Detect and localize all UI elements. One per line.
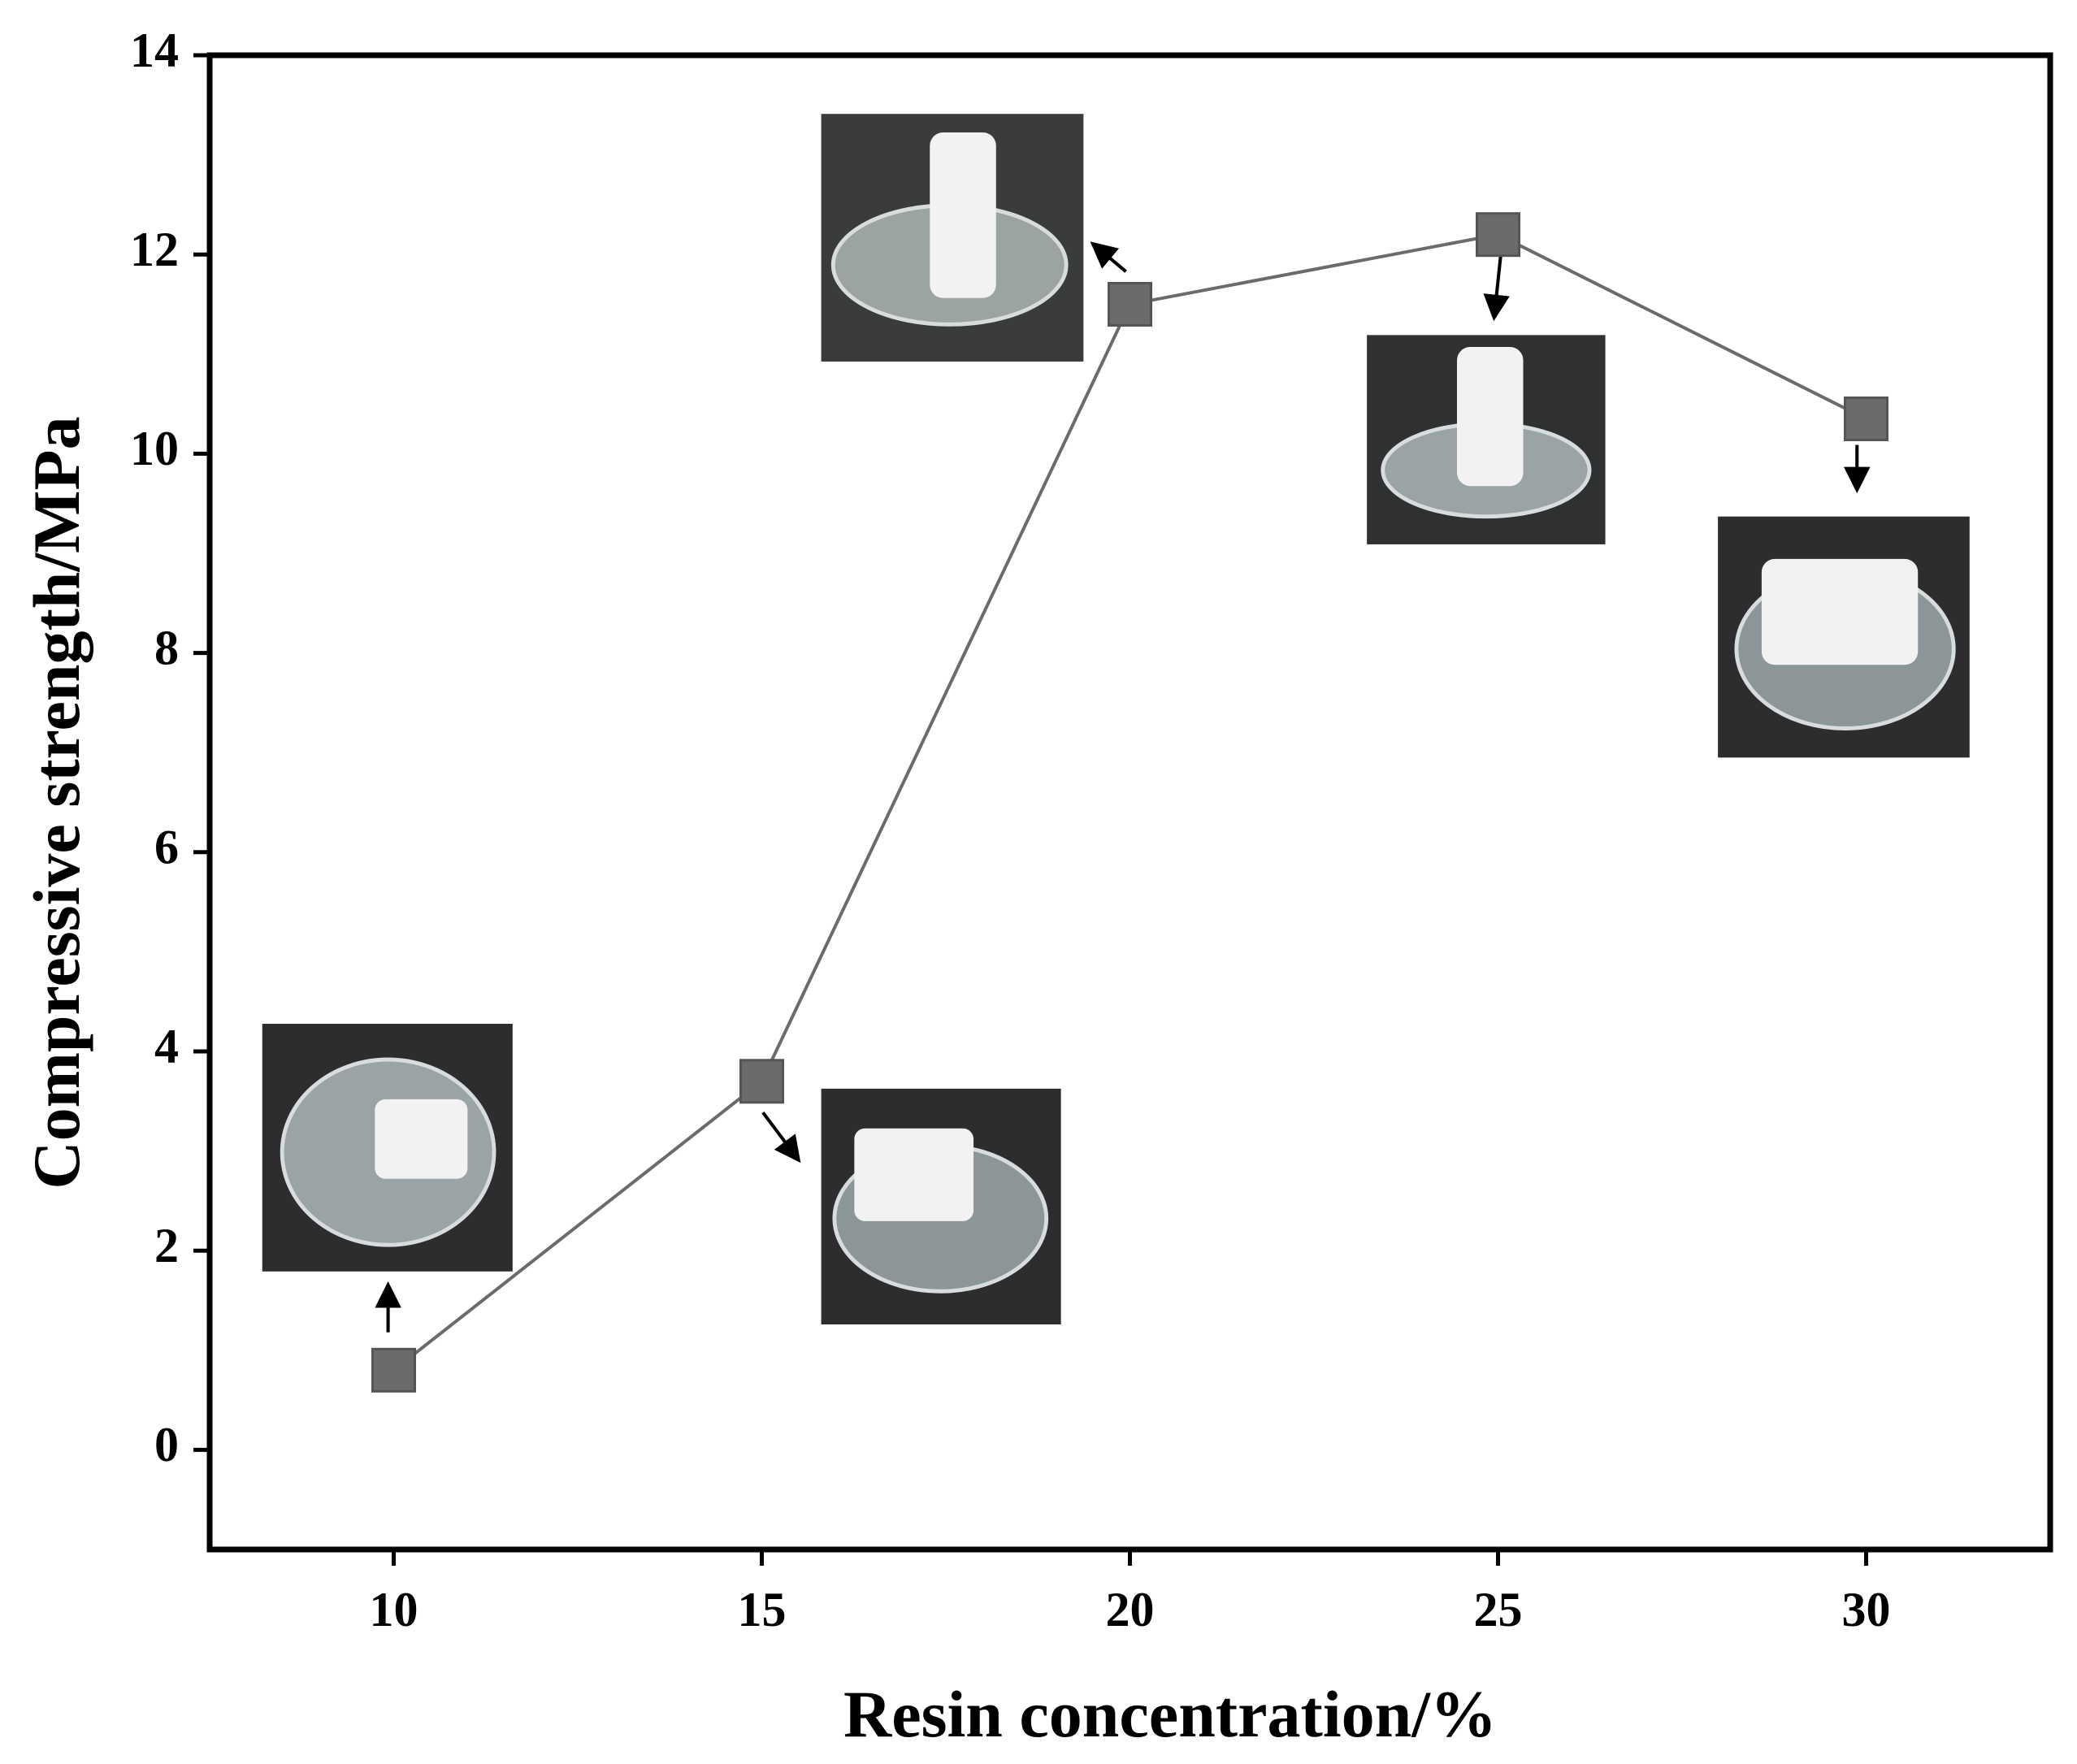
marker <box>1844 396 1888 441</box>
photo <box>821 1088 1061 1324</box>
arrows <box>375 241 1871 1333</box>
x-tick-label: 10 <box>370 1583 418 1636</box>
photo <box>262 1023 513 1272</box>
x-tick-label: 30 <box>1842 1583 1891 1636</box>
marker <box>371 1347 416 1393</box>
y-tick-label: 4 <box>154 1020 179 1073</box>
photo <box>1718 516 1970 758</box>
x-tick-label: 15 <box>738 1583 787 1636</box>
y-tick-label: 14 <box>130 24 179 77</box>
insets <box>262 114 1970 1333</box>
y-tick-label: 8 <box>154 621 179 674</box>
y-tick-label: 2 <box>154 1219 179 1272</box>
x-tick-label: 25 <box>1474 1583 1523 1636</box>
photo <box>821 114 1084 362</box>
x-axis-label: Resin concentration/% <box>843 1677 1497 1751</box>
plot-frame <box>206 52 2053 1553</box>
y-tick-label: 12 <box>130 223 179 276</box>
x-tick-label: 20 <box>1106 1583 1155 1636</box>
y-axis-label: Compressive strength/MPa <box>20 416 93 1189</box>
marker <box>1108 282 1152 327</box>
series-line <box>392 232 1867 1372</box>
marker <box>1476 212 1520 258</box>
y-tick-label: 0 <box>154 1418 179 1471</box>
y-tick-label: 6 <box>154 821 179 874</box>
y-tick-label: 10 <box>130 422 179 475</box>
marker <box>739 1059 784 1104</box>
photo <box>1367 335 1606 544</box>
